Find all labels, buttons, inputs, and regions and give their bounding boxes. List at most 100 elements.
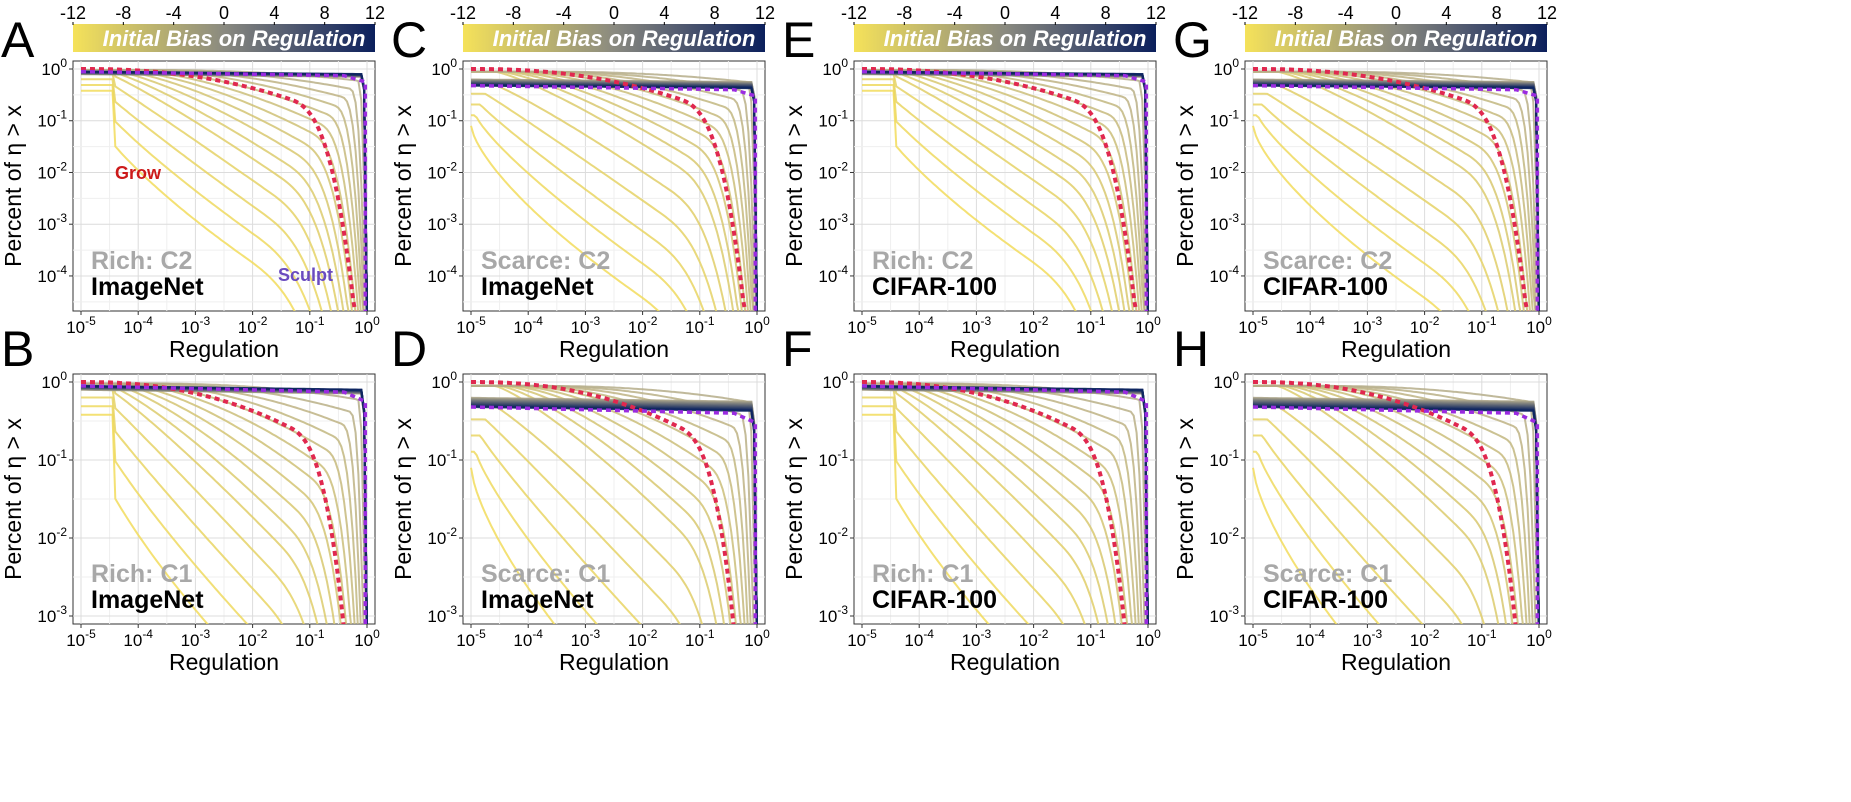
x-tick-label: 10-5 (456, 627, 486, 650)
panel-letter: E (782, 12, 815, 68)
bias-curve (862, 78, 1104, 311)
panel-letter: G (1173, 12, 1212, 68)
grow-curve (81, 67, 358, 311)
curves (1252, 380, 1540, 624)
colorbar-tick-label: 0 (1391, 3, 1401, 23)
x-tick-label: 100 (354, 314, 380, 337)
x-tick-label: 10-2 (1410, 627, 1440, 650)
y-axis-title: Percent of η > x (1172, 105, 1198, 267)
x-tick-label: 10-3 (1353, 314, 1383, 337)
x-tick-label: 10-4 (904, 627, 934, 650)
colorbar-tick-label: 4 (659, 3, 669, 23)
bias-curve (471, 114, 688, 311)
x-tick-label: 10-3 (571, 627, 601, 650)
panel-letter: C (391, 12, 427, 68)
y-tick-label: 10-1 (818, 447, 848, 470)
panel-B: 10-5 10-4 10-3 10-2 10-1 10010010-110-210-3Re… (0, 321, 380, 675)
colorbar-tick-label: 0 (1000, 3, 1010, 23)
condition-label: Scarce: C2 (481, 247, 610, 275)
bias-curve (862, 396, 1065, 624)
panel-A: 10-5 10-4 10-3 10-2 10-1 100 100 10-1 10-2 10-3 10… (0, 12, 380, 362)
bias-curve (81, 84, 312, 311)
colorbar-title: Initial Bias on Regulation (493, 26, 756, 51)
dataset-label: CIFAR-100 (872, 273, 997, 301)
colorbar-title: Initial Bias on Regulation (103, 26, 366, 51)
x-tick-label: 100 (1526, 314, 1552, 337)
bias-curve (81, 89, 296, 311)
y-tick-label: 100 (822, 369, 848, 392)
x-tick-label: 10-2 (238, 627, 268, 650)
curves (80, 380, 368, 624)
bias-curve (471, 82, 727, 311)
y-tick-label: 10-1 (427, 447, 457, 470)
y-tick-label: 100 (1213, 56, 1239, 79)
panel-H: 10-5 10-4 10-3 10-2 10-1 10010010-110-210-3Re… (1172, 321, 1552, 675)
colorbar-0: Initial Bias on Regulation -12 -8 -4 0 4 8 12 (60, 3, 385, 52)
y-tick-label: 10-3 (818, 211, 848, 234)
x-tick-label: 10-2 (1019, 627, 1049, 650)
sculpt-curve (861, 384, 1149, 624)
bias-curve (471, 402, 704, 624)
dataset-label: ImageNet (481, 586, 594, 614)
y-tick-label: 100 (822, 56, 848, 79)
colorbar-tick-label: 0 (609, 3, 619, 23)
colorbar-tick-label: -8 (115, 3, 131, 23)
x-tick-label: 10-5 (1238, 314, 1268, 337)
curves (80, 67, 369, 311)
bias-curve (81, 405, 249, 624)
dataset-label: CIFAR-100 (1263, 586, 1388, 614)
bias-curve (1253, 418, 1463, 624)
colorbar-2: Initial Bias on Regulation -12 -8 -4 0 4 8 12 (841, 3, 1166, 52)
x-tick-label: 100 (354, 627, 380, 650)
y-tick-label: 10-2 (818, 525, 848, 548)
dataset-label: CIFAR-100 (872, 586, 997, 614)
bias-curve (81, 69, 340, 311)
y-tick-label: 10-3 (427, 211, 457, 234)
bias-curve (1253, 402, 1486, 624)
curves (470, 67, 759, 311)
curves (861, 380, 1149, 624)
x-tick-label: 100 (1526, 627, 1552, 650)
x-axis-title: Regulation (559, 336, 669, 362)
x-tick-label: 10-3 (962, 627, 992, 650)
bias-curve (1253, 70, 1517, 311)
bias-curve (1253, 434, 1424, 624)
y-axis-title: Percent of η > x (390, 418, 416, 580)
sculpt-curve (1252, 405, 1540, 624)
condition-label: Scarce: C1 (481, 560, 610, 588)
y-axis-title: Percent of η > x (781, 105, 807, 267)
condition-label: Scarce: C2 (1263, 247, 1392, 275)
x-tick-label: 10-1 (685, 314, 715, 337)
bias-curve (471, 70, 735, 311)
x-axis-title: Regulation (950, 336, 1060, 362)
bias-curve (1253, 384, 1500, 624)
y-axis-title: Percent of η > x (0, 105, 26, 267)
bias-curve (81, 382, 342, 624)
x-tick-label: 100 (1135, 627, 1161, 650)
y-tick-label: 10-1 (427, 108, 457, 131)
y-tick-label: 10-4 (427, 263, 457, 286)
bias-curve (1253, 384, 1507, 624)
colorbar-tick-label: 4 (1441, 3, 1451, 23)
dataset-label: ImageNet (91, 273, 204, 301)
colorbar-tick-label: 0 (219, 3, 229, 23)
condition-label: Scarce: C1 (1263, 560, 1392, 588)
sculpt-label: Sculpt (278, 265, 333, 285)
sculpt-curve (80, 384, 368, 624)
x-tick-label: 10-2 (628, 314, 658, 337)
bias-curve (81, 387, 305, 624)
bias-curve (471, 384, 718, 624)
colorbar-tick-label: -8 (896, 3, 912, 23)
x-tick-label: 10-3 (1353, 627, 1383, 650)
curves (861, 67, 1150, 311)
x-tick-label: 10-4 (1295, 627, 1325, 650)
condition-label: Rich: C2 (91, 247, 192, 275)
colorbar-tick-label: 12 (1537, 3, 1557, 23)
bias-curve (1252, 125, 1442, 311)
y-tick-label: 10-2 (427, 525, 457, 548)
x-tick-label: 10-1 (685, 627, 715, 650)
panel-D: 10-5 10-4 10-3 10-2 10-1 10010010-110-210-3Re… (390, 321, 770, 675)
colorbar-gradient (854, 24, 1156, 52)
x-tick-label: 10-4 (123, 627, 153, 650)
x-tick-label: 100 (744, 314, 770, 337)
